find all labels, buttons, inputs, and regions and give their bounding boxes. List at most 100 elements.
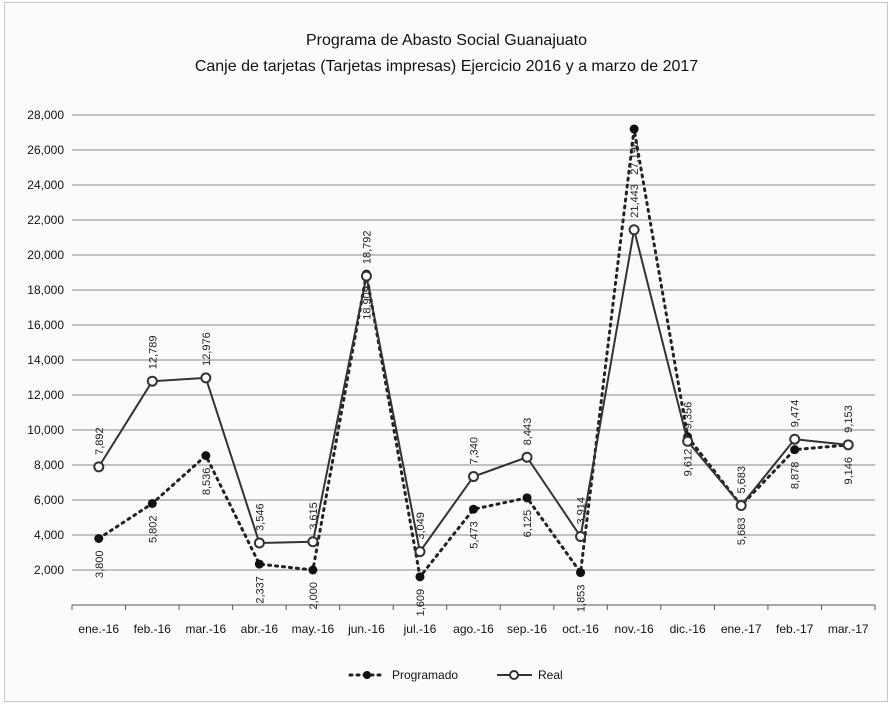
data-point-real [414,546,426,558]
data-point-programado [522,493,532,503]
data-point-programado [254,559,264,569]
gridlines [72,114,875,571]
data-label-programado: 8,878 [790,462,802,490]
data-label-real: 9,153 [843,405,855,433]
x-tick-label: oct.-16 [562,622,599,636]
chart-frame [4,2,888,702]
x-axis: ene.-16 feb.-16 mar.-16 abr.-16 may.-16 jun.-… [71,604,876,636]
series-line-real [97,228,849,553]
x-tick-label: feb.-17 [776,622,814,636]
data-label-programado: 5,802 [147,515,159,543]
data-label-real: 7,340 [469,437,481,465]
x-tick-label: sep.-16 [507,622,547,636]
legend-marker-programado [363,671,371,679]
y-tick-label: 10,000 [27,423,64,437]
data-point-real [468,471,479,483]
legend: Programado Real [348,668,563,682]
y-tick-label: 24,000 [27,178,64,192]
x-tick-label: abr.-16 [241,622,279,636]
data-point-real [682,435,694,447]
data-label-programado: 2,000 [308,582,320,610]
data-point-programado [576,568,586,578]
y-tick-label: 8,000 [34,458,64,472]
x-tick-label: ene.-17 [721,622,762,636]
data-point-real [628,224,640,236]
x-tick-label: jun.-16 [347,622,385,636]
data-point-programado [147,498,157,508]
data-label-real: 3,914 [576,497,588,525]
data-label-programado: 1,609 [415,589,427,617]
data-label-real: 8,443 [522,418,534,446]
data-point-real [307,536,319,548]
data-label-real: 9,356 [683,402,695,430]
y-axis: 2,000 4,000 6,000 8,000 10,000 12,000 14,000 16… [27,108,64,577]
y-tick-label: 20,000 [27,248,64,262]
data-point-real [575,531,587,543]
data-point-real [360,270,372,282]
y-tick-label: 6,000 [34,493,64,507]
legend-label-programado: Programado [392,668,458,682]
x-tick-label: mar.-17 [828,622,869,636]
x-tick-label: dic.-16 [670,622,706,636]
data-label-programado: 1,853 [576,585,588,613]
data-point-real [200,372,212,384]
y-tick-label: 12,000 [27,388,64,402]
data-point-real [253,537,265,549]
data-label-programado: 5,683 [736,518,748,546]
x-tick-label: mar.-16 [185,622,226,636]
x-tick-label: feb.-16 [134,622,172,636]
data-label-real: 9,474 [790,400,802,428]
data-point-real [789,433,801,445]
data-label-real: 7,892 [94,427,106,455]
data-label-real: 18,792 [361,230,373,264]
data-label-real: 12,789 [147,336,159,370]
x-tick-label: may.-16 [292,622,335,636]
data-point-programado [201,451,211,461]
x-tick-label: nov.-16 [615,622,654,636]
data-label-real: 3,049 [415,512,427,540]
data-label-programado: 18,909 [361,286,373,320]
y-tick-label: 22,000 [27,213,64,227]
data-label-programado: 5,473 [469,521,481,549]
y-tick-label: 28,000 [27,108,64,122]
data-point-programado [308,565,318,575]
data-point-real [842,439,854,451]
data-label-programado: 27,198 [629,141,641,175]
data-labels: 3,800 5,802 8,536 2,337 2,000 18,909 1,609 5,47… [94,141,855,616]
data-label-real: 12,976 [201,332,213,366]
data-label-programado: 9,146 [843,457,855,485]
data-point-programado [469,504,478,514]
data-point-real [93,461,105,473]
data-label-programado: 3,800 [94,551,106,579]
x-tick-label: jul.-16 [403,622,437,636]
data-point-programado [415,572,425,582]
x-tick-label: ene.-16 [78,622,119,636]
data-label-real: 3,546 [254,503,266,531]
data-label-programado: 9,612 [683,449,695,477]
y-tick-label: 2,000 [34,563,64,577]
y-tick-label: 14,000 [27,353,64,367]
data-point-real [521,451,533,463]
y-tick-label: 26,000 [27,143,64,157]
data-point-real [146,375,158,387]
y-tick-label: 16,000 [27,318,64,332]
legend-marker-real [509,670,519,680]
data-label-programado: 2,337 [254,576,266,604]
data-point-programado [629,124,639,134]
data-label-real: 3,615 [308,502,320,530]
series-lines [93,124,854,582]
y-tick-label: 4,000 [34,528,64,542]
chart-subtitle: Canje de tarjetas (Tarjetas impresas) Ej… [194,58,699,75]
data-label-programado: 8,536 [201,468,213,496]
data-label-programado: 6,125 [522,510,534,538]
data-point-programado [94,534,104,543]
data-label-real: 21,443 [629,184,641,218]
data-point-programado [790,445,800,455]
y-tick-label: 18,000 [27,283,64,297]
chart-title: Programa de Abasto Social Guanajuato [305,32,588,49]
x-tick-label: ago.-16 [453,622,494,636]
data-label-real: 5,683 [736,466,748,494]
legend-label-real: Real [538,668,563,682]
data-point-real [735,500,747,512]
